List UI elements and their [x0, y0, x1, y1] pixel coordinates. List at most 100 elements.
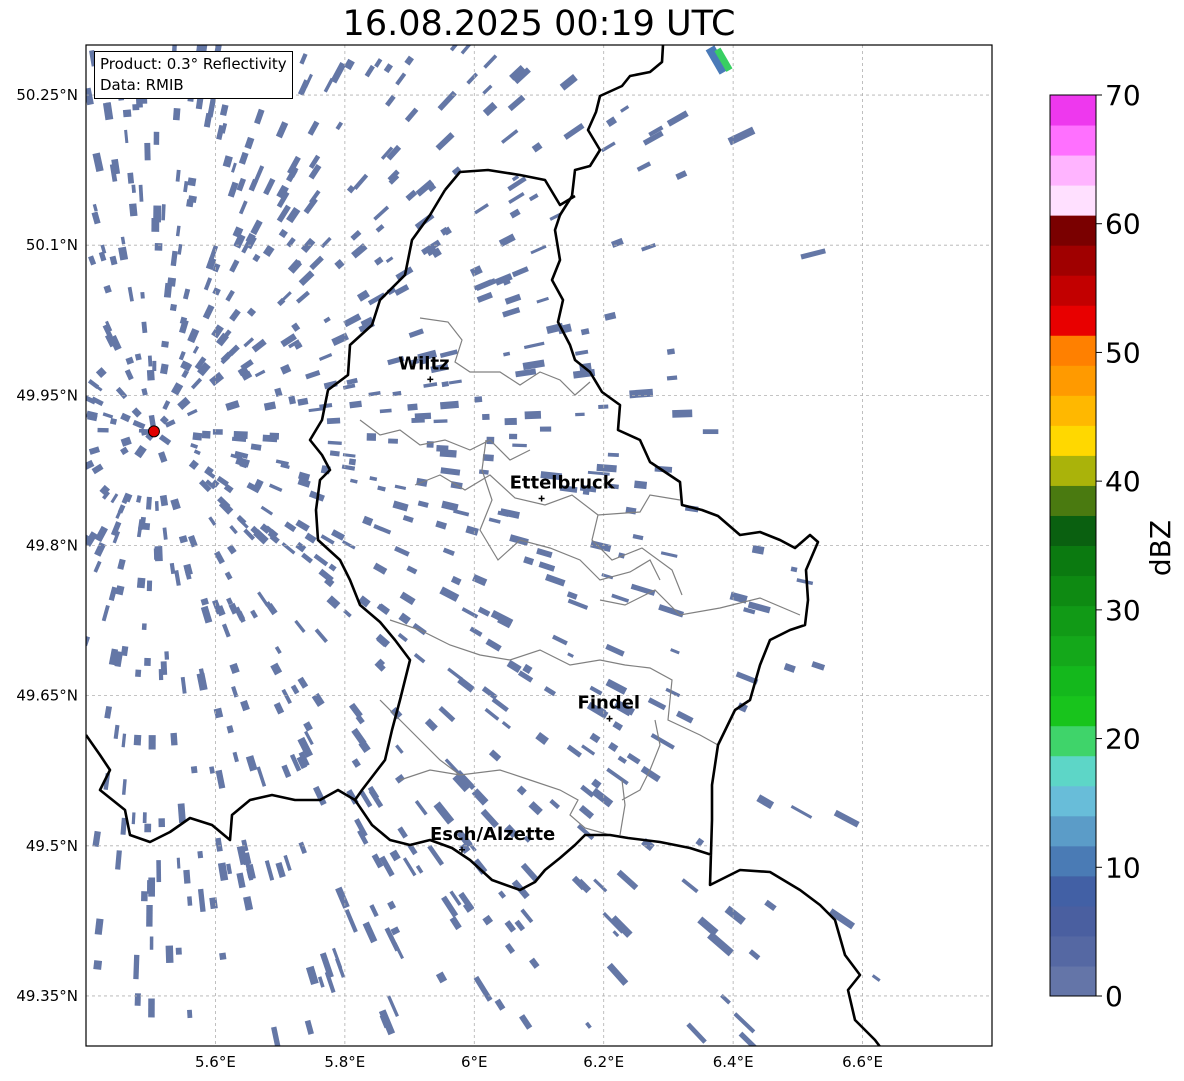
echo-cell: [665, 687, 681, 698]
echo-cell: [295, 541, 307, 553]
echo-cell: [578, 804, 595, 820]
colorbar-tick-label: 20: [1105, 723, 1141, 756]
colorbar-segment: [1050, 875, 1096, 907]
echo-cell: [219, 104, 229, 117]
x-tick-label: 5.6°E: [195, 1053, 236, 1071]
city-marker: [606, 715, 613, 722]
echo-cell: [522, 359, 545, 371]
colorbar-segment: [1050, 725, 1096, 757]
city-marker: [427, 376, 434, 383]
echo-cell: [414, 800, 428, 816]
echo-cell: [226, 597, 234, 606]
echo-cell: [607, 742, 619, 752]
echo-cell: [543, 686, 557, 697]
echo-cell: [217, 862, 229, 882]
echo-cell: [140, 291, 145, 299]
echo-cell: [146, 580, 153, 592]
echo-cell: [672, 409, 693, 418]
echo-cell: [207, 98, 216, 118]
echo-cell: [320, 534, 335, 545]
echo-cell: [311, 692, 325, 707]
echo-cell: [121, 733, 127, 748]
echo-cell: [514, 919, 526, 932]
echo-cell: [417, 500, 429, 508]
echo-cell: [494, 273, 513, 286]
echo-cell: [448, 379, 462, 385]
echo-cell: [591, 778, 602, 789]
colorbar-segment: [1050, 545, 1096, 577]
echo-cell: [326, 595, 341, 610]
echo-cell: [304, 73, 313, 88]
radar-site-marker: [147, 425, 160, 438]
echo-cell: [593, 878, 608, 893]
echo-cell: [192, 432, 203, 441]
echo-cell: [154, 546, 163, 562]
echo-cell: [86, 410, 98, 420]
echo-cell: [147, 355, 153, 367]
echo-cell: [146, 369, 155, 381]
colorbar-tick-label: 50: [1105, 336, 1141, 369]
echo-cell: [183, 869, 191, 884]
echo-cell: [148, 414, 156, 427]
echo-cell: [229, 259, 240, 273]
echo-cell: [605, 643, 625, 657]
echo-cell: [451, 166, 462, 176]
echo-cell: [415, 864, 424, 874]
echo-cell: [280, 364, 292, 375]
echo-cell: [236, 845, 248, 866]
colorbar-segment: [1050, 365, 1096, 396]
echo-cell: [580, 328, 590, 336]
echo-cell: [225, 289, 235, 302]
echo-cell: [393, 942, 404, 960]
echo-cell: [498, 890, 507, 899]
echo-cell: [203, 112, 213, 128]
echo-cell: [566, 744, 582, 758]
echo-cell: [379, 1014, 390, 1029]
echo-cell: [214, 837, 223, 852]
echo-cell: [439, 449, 457, 458]
echo-cell: [450, 575, 462, 586]
echo-cell: [559, 74, 578, 91]
echo-cell: [109, 418, 118, 425]
echo-cell: [478, 469, 489, 475]
y-tick-label: 49.8°N: [26, 537, 78, 555]
plot-frame: [85, 44, 993, 1047]
echo-cell: [379, 408, 392, 414]
echo-cell: [101, 604, 110, 622]
echo-cell: [215, 769, 226, 789]
echo-cell: [178, 319, 189, 334]
echo-cell-strong: [714, 47, 733, 72]
echo-cell: [104, 705, 112, 719]
y-tick-label: 50.1°N: [26, 236, 78, 254]
echo-cell: [164, 651, 170, 660]
echo-cell: [629, 388, 654, 399]
colorbar-segment: [1050, 965, 1096, 997]
echo-cell: [369, 476, 378, 482]
echo-cell: [612, 930, 620, 938]
echo-cell: [159, 494, 169, 507]
echo-cell: [536, 296, 549, 304]
echo-cell: [264, 525, 273, 534]
echo-cell: [163, 282, 173, 298]
echo-cell: [373, 524, 392, 535]
echo-cell: [469, 265, 483, 277]
echo-cell: [250, 443, 262, 451]
echo-cell: [439, 586, 460, 602]
echo-cell: [441, 500, 459, 512]
echo-cell: [308, 154, 321, 169]
echo-cell: [320, 236, 332, 249]
echo-cell: [686, 1022, 707, 1044]
echo-cell: [187, 1009, 193, 1019]
echo-cell: [435, 132, 455, 151]
echo-cell: [461, 607, 479, 619]
echo-cell: [379, 855, 395, 877]
echo-cell: [144, 142, 151, 161]
echo-cell: [120, 412, 131, 423]
echo-cell: [563, 123, 585, 140]
echo-cell: [276, 184, 289, 200]
echo-cell: [409, 358, 420, 366]
colorbar-segment: [1050, 275, 1096, 306]
echo-cell: [469, 626, 483, 637]
reflectivity-echoes: [86, 45, 881, 1046]
echo-cell: [304, 730, 314, 746]
